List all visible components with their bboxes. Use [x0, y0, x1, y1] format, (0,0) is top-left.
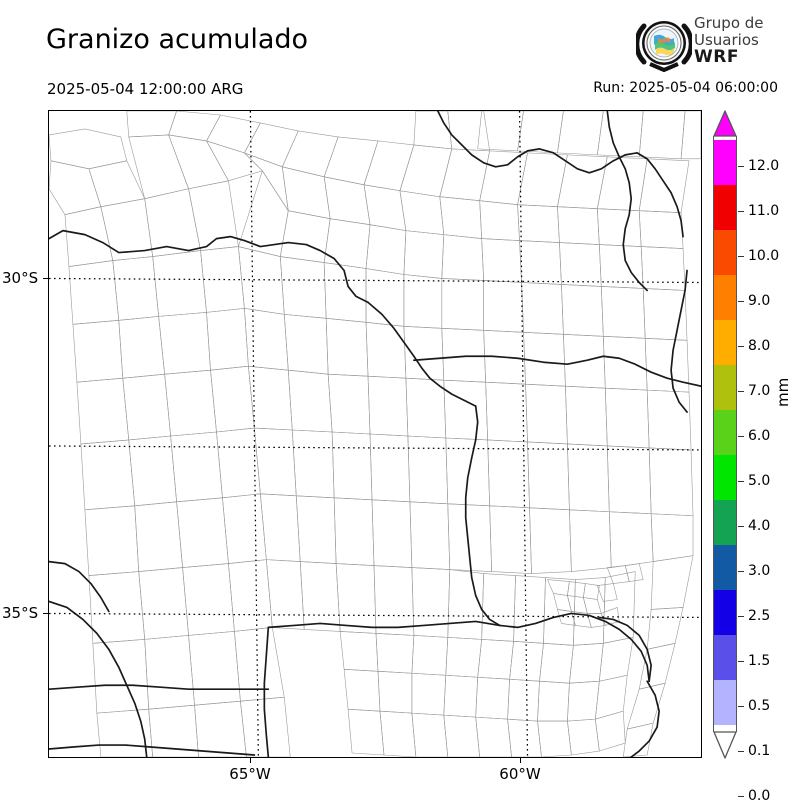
colorbar-tick-mark-0 — [738, 166, 744, 168]
wrf-user-group-logo: Grupo de Usuarios WRF — [636, 14, 796, 74]
department-boundaries — [49, 111, 701, 757]
graticule-lat-minor — [49, 277, 701, 284]
colorbar-band-8 — [714, 500, 736, 545]
colorbar-under-arrow — [713, 731, 737, 759]
colorbar-tick-mark-5 — [738, 391, 744, 393]
colorbar-tick-label-5: 7.0 — [748, 383, 771, 399]
x-tick-mark — [520, 758, 521, 763]
colorbar-tick-mark-9 — [738, 571, 744, 573]
valid-time-label: 2025-05-04 12:00:00 ARG — [47, 80, 244, 98]
colorbar-band-5 — [714, 365, 736, 410]
colorbar-tick-mark-12 — [738, 706, 744, 708]
colorbar-tick-label-2: 10.0 — [748, 248, 780, 264]
colorbar-over-arrow — [713, 110, 737, 137]
colorbar-tick-mark-7 — [738, 481, 744, 483]
colorbar: 12.0 11.0 10.0 9.0 8.0 7.0 6.0 5.0 4.0 3.0 2.5 1.5 0… — [711, 110, 800, 804]
colorbar-bands — [713, 136, 737, 770]
colorbar-band-1 — [714, 185, 736, 230]
colorbar-tick-mark-10 — [738, 616, 744, 618]
logo-line-1: Grupo de — [694, 14, 764, 32]
map-geography — [49, 111, 701, 757]
x-axis-label-60w: 60°W — [499, 765, 541, 783]
colorbar-tick-mark-14 — [738, 796, 744, 798]
colorbar-tick-label-7: 5.0 — [748, 473, 771, 489]
logo-line-3: WRF — [694, 47, 739, 67]
y-tick-mark — [43, 278, 48, 279]
y-tick-mark — [43, 613, 48, 614]
colorbar-band-9 — [714, 545, 736, 590]
colorbar-tick-mark-3 — [738, 301, 744, 303]
colorbar-tick-label-1: 11.0 — [748, 203, 780, 219]
colorbar-band-11 — [714, 635, 736, 680]
colorbar-tick-mark-2 — [738, 256, 744, 258]
colorbar-tick-label-9: 3.0 — [748, 563, 771, 579]
x-axis-label-65w: 65°W — [229, 765, 271, 783]
province-boundaries — [49, 111, 701, 757]
x-tick-mark — [250, 758, 251, 763]
colorbar-tick-mark-11 — [738, 661, 744, 663]
y-axis-label-30s: 30°S — [2, 269, 39, 287]
colorbar-tick-mark-13 — [738, 751, 744, 753]
colorbar-unit-label: mm — [774, 377, 792, 407]
colorbar-tick-label-3: 9.0 — [748, 293, 771, 309]
logo-text-block: Grupo de Usuarios WRF — [694, 15, 794, 66]
colorbar-band-7 — [714, 455, 736, 500]
y-axis-label-35s: 35°S — [2, 604, 39, 622]
colorbar-tick-mark-4 — [738, 346, 744, 348]
wrf-globe-seal-icon — [636, 21, 692, 72]
colorbar-band-3 — [714, 275, 736, 320]
graticule-lon-65w — [249, 111, 259, 757]
colorbar-tick-label-8: 4.0 — [748, 518, 771, 534]
colorbar-tick-label-6: 6.0 — [748, 428, 771, 444]
colorbar-tick-label-4: 8.0 — [748, 338, 771, 354]
graticule-lat-35s — [49, 612, 701, 619]
run-time-label: Run: 2025-05-04 06:00:00 — [593, 80, 778, 96]
colorbar-tick-label-12: 0.5 — [748, 698, 771, 714]
colorbar-band-2 — [714, 230, 736, 275]
colorbar-tick-label-11: 1.5 — [748, 653, 771, 669]
colorbar-tick-label-14: 0.0 — [748, 788, 771, 804]
graticule-lon-60w — [518, 111, 529, 757]
logo-line-2: Usuarios — [694, 31, 759, 49]
colorbar-tick-mark-1 — [738, 211, 744, 213]
colorbar-band-4 — [714, 320, 736, 365]
colorbar-tick-mark-8 — [738, 526, 744, 528]
colorbar-tick-label-10: 2.5 — [748, 608, 771, 624]
colorbar-band-6 — [714, 410, 736, 455]
colorbar-tick-label-0: 12.0 — [748, 158, 780, 174]
map-plot-area[interactable] — [48, 110, 702, 758]
page-title: Granizo acumulado — [46, 24, 309, 55]
colorbar-band-10 — [714, 590, 736, 635]
colorbar-band-12 — [714, 680, 736, 725]
graticule-lat-30s — [49, 445, 701, 451]
graticule-lines — [49, 111, 701, 757]
colorbar-tick-mark-6 — [738, 436, 744, 438]
colorbar-band-0 — [714, 140, 736, 185]
colorbar-tick-label-13: 0.1 — [748, 743, 771, 759]
